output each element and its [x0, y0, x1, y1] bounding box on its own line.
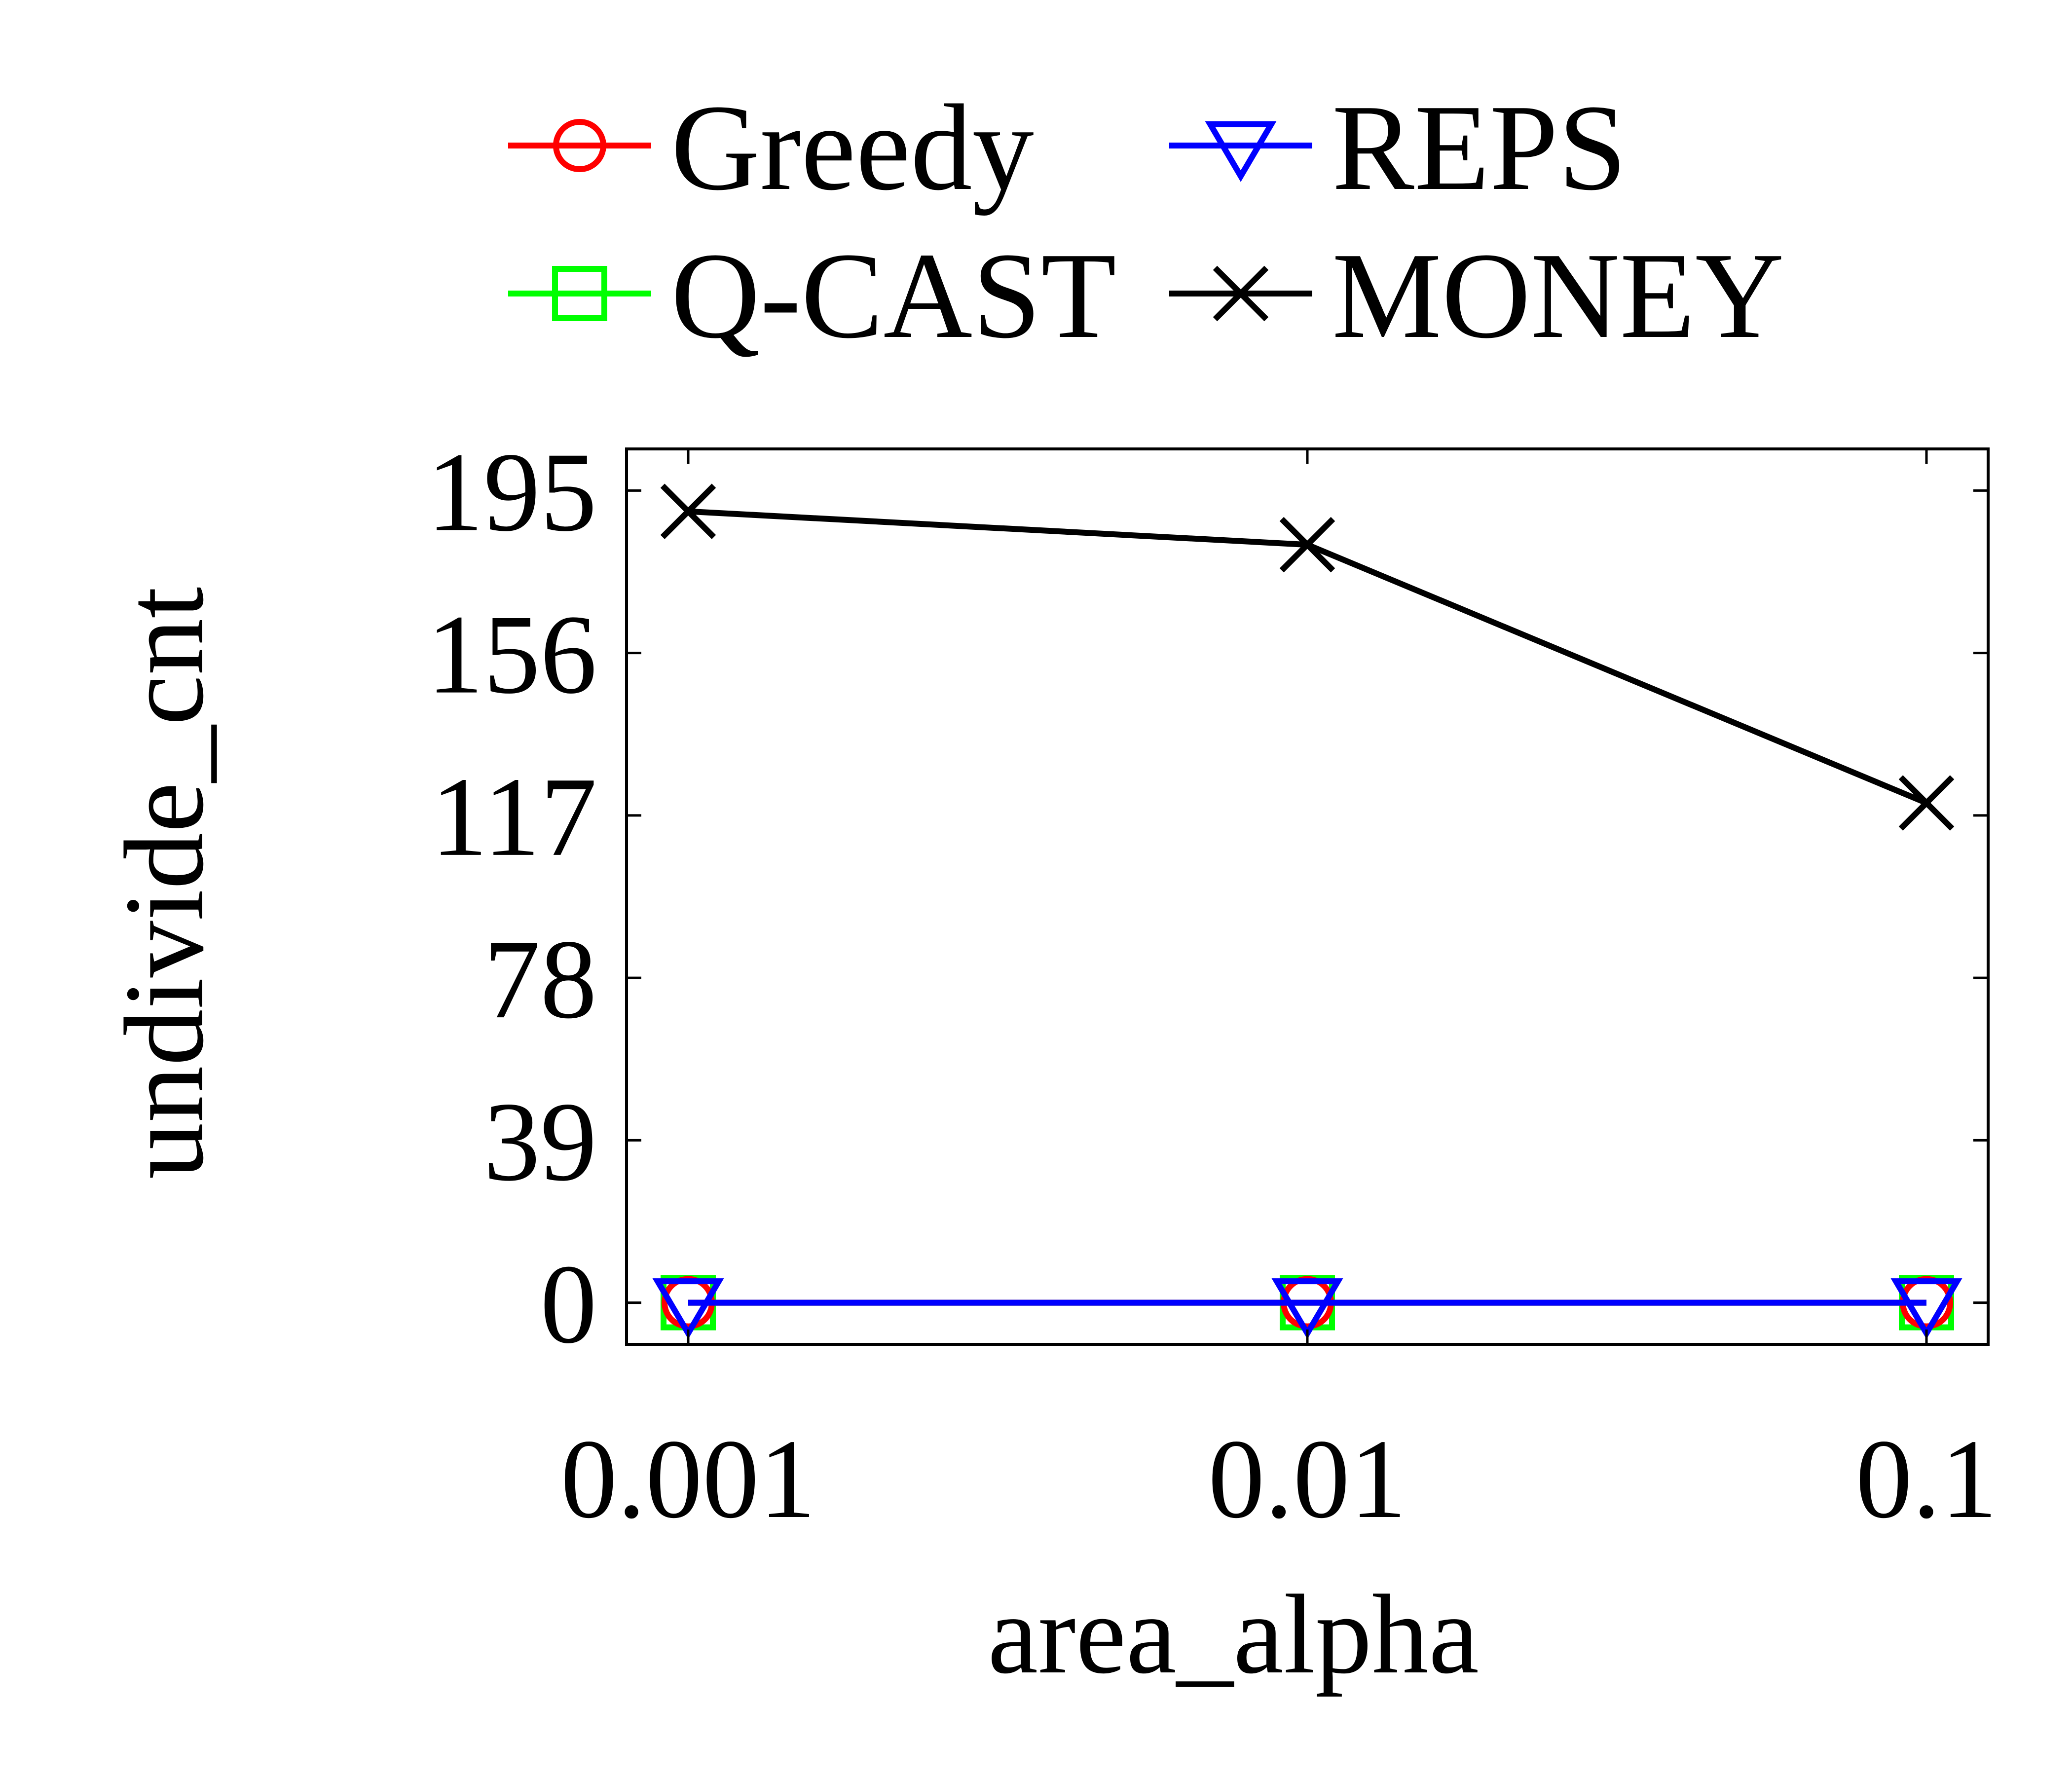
legend-marker [552, 266, 607, 321]
legend-label: REPS [1332, 79, 1627, 216]
legend-marker [1205, 121, 1277, 182]
series-line [688, 508, 1928, 806]
y-tick-label: 78 [483, 916, 597, 1042]
legend-marker [553, 119, 606, 172]
data-point [1890, 1278, 1962, 1339]
y-tick-label: 0 [540, 1241, 597, 1367]
y-axis-label: undivide_cnt [101, 587, 227, 1180]
y-tick-label: 117 [431, 754, 597, 880]
legend-marker [1213, 265, 1269, 322]
data-point [660, 483, 716, 539]
legend-item-greedy: Greedy [508, 79, 1034, 216]
data-point [1271, 1278, 1343, 1339]
data-point [652, 1278, 724, 1339]
y-tick-label: 156 [427, 592, 597, 717]
data-point [1279, 517, 1335, 573]
legend: Greedy REPS Q-CAST MONEY [508, 79, 1784, 364]
y-tick-label: 195 [427, 429, 597, 555]
legend-marker-stroke [1213, 265, 1269, 322]
legend-item-money: MONEY [1169, 227, 1784, 364]
plot-frame [625, 447, 1990, 1346]
x-axis-label: area_alpha [988, 1571, 1479, 1697]
legend-label: Q-CAST [671, 227, 1116, 364]
x-tick-label: 0.1 [1855, 1416, 1998, 1542]
legend-label: MONEY [1332, 227, 1784, 364]
data-point-stroke [1898, 775, 1955, 831]
y-tick-label: 39 [483, 1078, 597, 1204]
x-tick-label: 0.001 [560, 1416, 816, 1542]
legend-label: Greedy [671, 79, 1034, 216]
legend-item-q-cast: Q-CAST [508, 227, 1116, 364]
y-axis: 0 39 78 117 156 195 [427, 429, 1988, 1367]
series-money [660, 483, 1955, 831]
series-reps [652, 1278, 1962, 1339]
data-point-stroke [660, 483, 716, 539]
data-point [1898, 775, 1955, 831]
x-tick-label: 0.01 [1208, 1416, 1407, 1542]
plot-area [625, 447, 1990, 1346]
x-axis: 0.001 0.01 0.1 [560, 449, 1998, 1542]
data-point-stroke [1279, 517, 1335, 573]
legend-item-reps: REPS [1169, 79, 1627, 216]
